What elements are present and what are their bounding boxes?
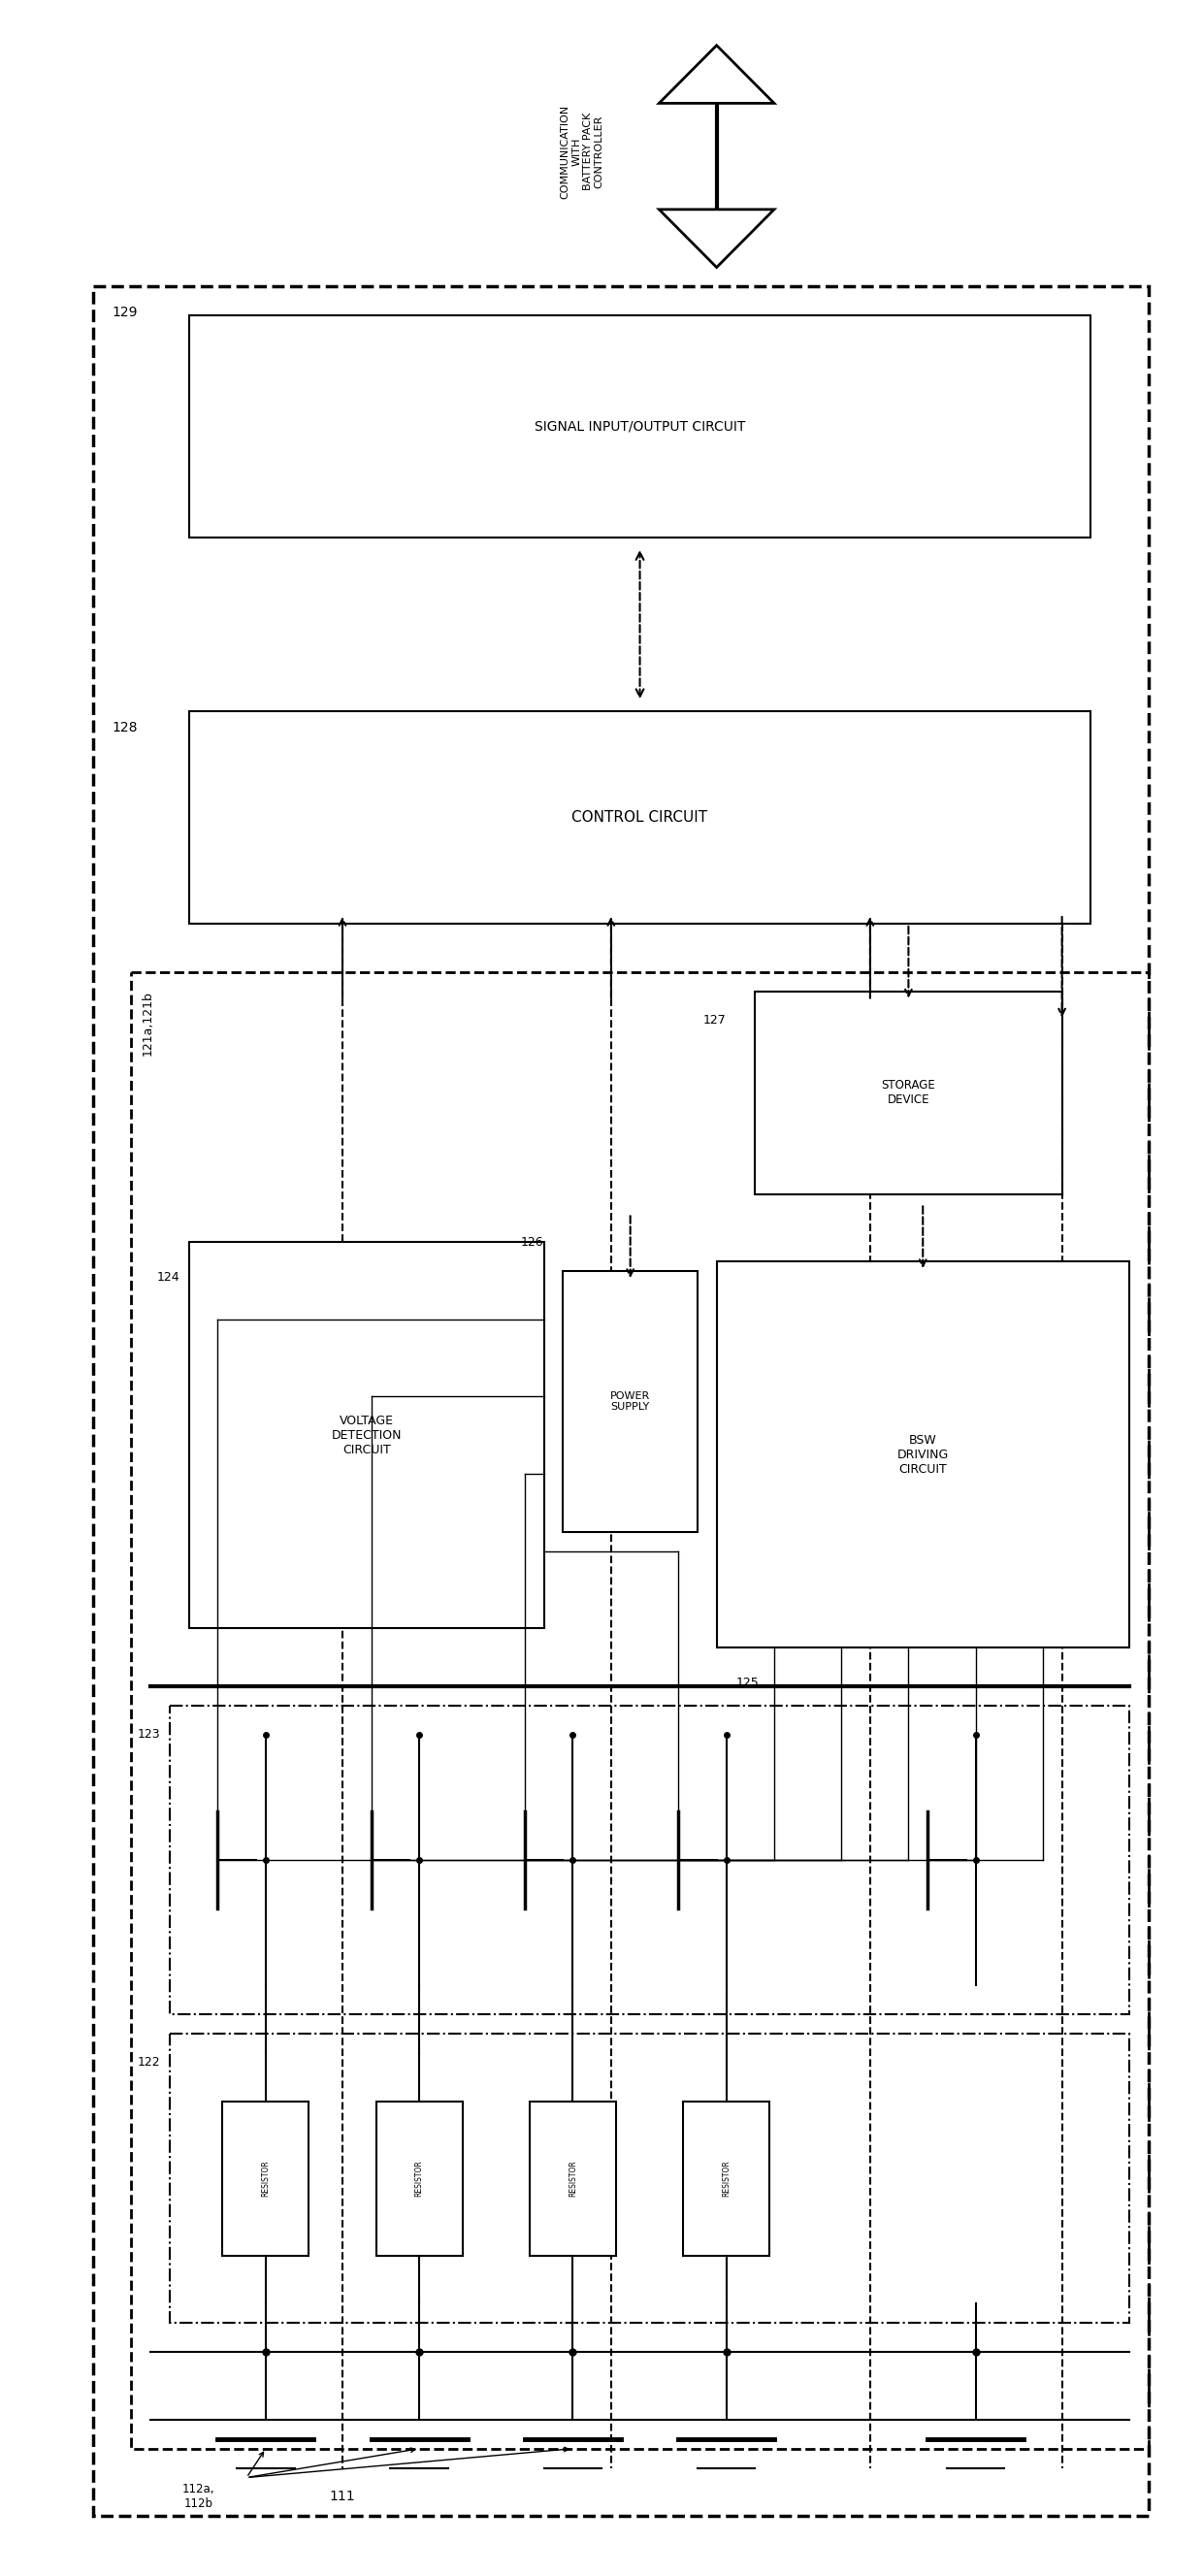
- Text: RESISTOR: RESISTOR: [261, 2161, 271, 2197]
- Text: COMMUNICATION
WITH
BATTERY PACK
CONTROLLER: COMMUNICATION WITH BATTERY PACK CONTROLL…: [561, 106, 604, 198]
- Text: 111: 111: [330, 2491, 355, 2504]
- Text: RESISTOR: RESISTOR: [568, 2161, 577, 2197]
- Bar: [93, 286, 1149, 2517]
- Bar: [529, 2102, 616, 2257]
- Text: BSW
DRIVING
CIRCUIT: BSW DRIVING CIRCUIT: [897, 1435, 949, 1476]
- Text: POWER
SUPPLY: POWER SUPPLY: [610, 1391, 651, 1412]
- Bar: [683, 2102, 770, 2257]
- Polygon shape: [659, 209, 775, 268]
- Bar: [377, 2102, 462, 2257]
- Text: 129: 129: [112, 307, 138, 319]
- Bar: [563, 1270, 698, 1533]
- Text: 128: 128: [112, 721, 138, 734]
- Text: 122: 122: [137, 2056, 160, 2069]
- Text: RESISTOR: RESISTOR: [415, 2161, 423, 2197]
- Text: 123: 123: [137, 1728, 160, 1741]
- Text: 124: 124: [156, 1270, 179, 1283]
- Bar: [170, 2032, 1130, 2324]
- Text: 112a,
112b: 112a, 112b: [183, 2483, 215, 2512]
- Text: SIGNAL INPUT/OUTPUT CIRCUIT: SIGNAL INPUT/OUTPUT CIRCUIT: [534, 420, 746, 433]
- Text: 126: 126: [521, 1236, 544, 1249]
- Text: VOLTAGE
DETECTION
CIRCUIT: VOLTAGE DETECTION CIRCUIT: [331, 1414, 402, 1455]
- Text: STORAGE
DEVICE: STORAGE DEVICE: [882, 1079, 936, 1105]
- Bar: [170, 1705, 1130, 2014]
- Text: 127: 127: [704, 1015, 727, 1025]
- Text: RESISTOR: RESISTOR: [722, 2161, 730, 2197]
- Bar: [755, 992, 1062, 1193]
- Bar: [223, 2102, 309, 2257]
- Polygon shape: [659, 46, 775, 103]
- Bar: [717, 1262, 1130, 1649]
- Bar: [189, 1242, 544, 1628]
- Text: 121a,121b: 121a,121b: [141, 992, 154, 1056]
- Bar: [189, 711, 1091, 925]
- Bar: [131, 971, 1149, 2450]
- Text: 125: 125: [736, 1677, 759, 1690]
- Bar: [189, 317, 1091, 538]
- Text: CONTROL CIRCUIT: CONTROL CIRCUIT: [571, 811, 707, 824]
